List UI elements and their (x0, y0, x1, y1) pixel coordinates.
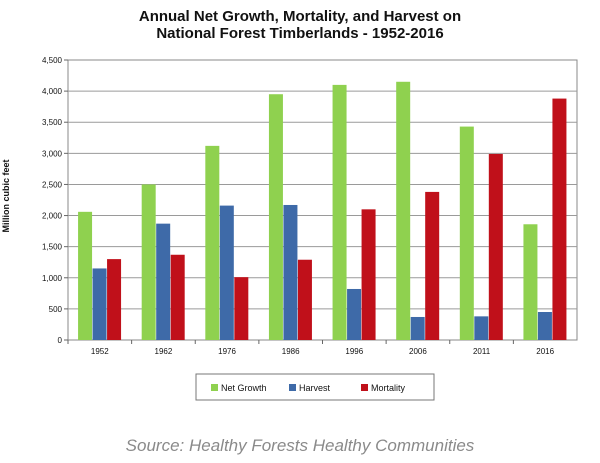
bar-net-growth-2011 (459, 126, 474, 340)
x-tick-label: 1976 (218, 347, 236, 356)
source-caption: Source: Healthy Forests Healthy Communit… (125, 436, 475, 455)
x-tick-label: 2016 (536, 347, 554, 356)
x-tick-label: 2006 (409, 347, 427, 356)
bar-mortality-2011 (488, 153, 503, 340)
bar-mortality-1976 (234, 277, 249, 340)
y-tick-label: 3,000 (42, 149, 63, 158)
y-tick-label: 0 (58, 336, 63, 345)
bar-mortality-1986 (297, 259, 312, 340)
bar-mortality-1996 (361, 209, 376, 340)
bar-mortality-2016 (552, 98, 567, 340)
bar-mortality-1962 (170, 254, 185, 340)
x-tick-label: 1952 (91, 347, 109, 356)
x-tick-label: 1996 (345, 347, 363, 356)
legend-swatch-harvest (289, 384, 296, 391)
bar-net-growth-2006 (396, 81, 411, 341)
bar-harvest-1976 (219, 205, 234, 340)
y-axis-label: Million cubic feet (1, 159, 11, 233)
bar-harvest-1986 (283, 204, 298, 340)
y-tick-label: 3,500 (42, 118, 63, 127)
legend: Net Growth Harvest Mortality (211, 383, 406, 393)
legend-box (195, 373, 435, 401)
bar-net-growth-2016 (523, 224, 538, 340)
legend-swatch-net-growth (211, 384, 218, 391)
bar-net-growth-1962 (141, 184, 156, 340)
y-tick-label: 2,000 (42, 212, 63, 221)
legend-label-harvest: Harvest (299, 383, 331, 393)
x-tick-labels: 1952 1962 1976 1986 1996 2006 2011 2016 (67, 340, 555, 356)
bar-mortality-1952 (107, 259, 122, 340)
bar-harvest-2016 (537, 312, 552, 340)
legend-label-net-growth: Net Growth (221, 383, 267, 393)
legend-swatch-mortality (361, 384, 368, 391)
bar-harvest-2006 (410, 316, 425, 340)
x-tick-label: 1962 (155, 347, 173, 356)
bar-net-growth-1976 (205, 145, 220, 340)
bar-net-growth-1986 (268, 94, 283, 340)
y-tick-label: 1,500 (42, 243, 63, 252)
bar-harvest-1952 (92, 268, 107, 340)
y-tick-labels: 0 500 1,000 1,500 2,000 2,500 3,000 3,500 4,000 4… (42, 56, 63, 345)
y-tick-label: 2,500 (42, 180, 63, 189)
bar-mortality-2006 (425, 191, 440, 340)
bar-harvest-1996 (347, 288, 362, 340)
bar-net-growth-1952 (78, 211, 93, 340)
bar-harvest-2011 (474, 316, 489, 340)
y-tick-label: 4,000 (42, 87, 63, 96)
legend-label-mortality: Mortality (371, 383, 406, 393)
x-tick-label: 2011 (473, 347, 491, 356)
bar-net-growth-1996 (332, 84, 347, 340)
y-tick-label: 4,500 (42, 56, 63, 65)
bar-harvest-1962 (156, 223, 171, 340)
bars (78, 81, 567, 341)
chart-title: Annual Net Growth, Mortality, and Harves… (138, 8, 462, 42)
y-tick-label: 500 (49, 305, 63, 314)
x-tick-label: 1986 (282, 347, 300, 356)
y-tick-label: 1,000 (42, 274, 63, 283)
